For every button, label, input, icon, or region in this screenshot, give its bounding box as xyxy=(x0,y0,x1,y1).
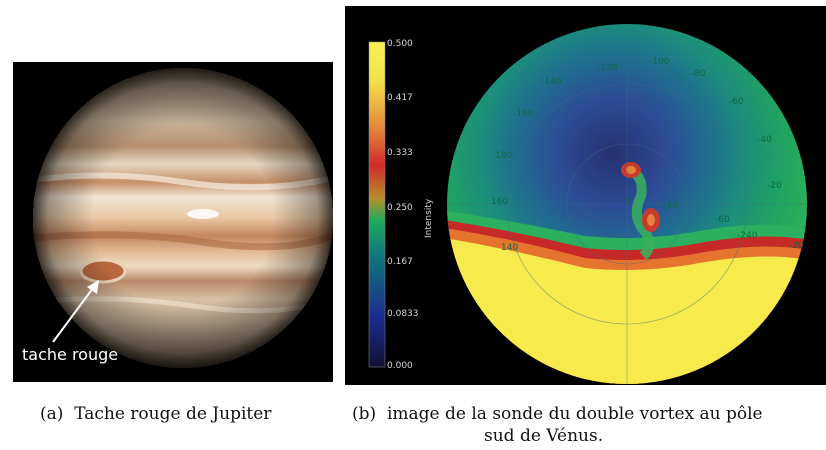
caption-a: (a) Tache rouge de Jupiter xyxy=(40,403,271,425)
arrow-line xyxy=(52,283,97,343)
angle-label: -120 xyxy=(597,63,618,73)
jupiter-image xyxy=(13,62,333,382)
angle-label: -140 xyxy=(541,77,562,87)
arrow-head xyxy=(87,280,99,294)
angle-label: -240 xyxy=(737,231,758,241)
colorbar xyxy=(368,41,386,368)
angle-label: 160 xyxy=(491,197,508,207)
cb-tick-2: 0.333 xyxy=(387,148,413,158)
angle-label: -0 xyxy=(621,197,630,207)
caption-b-line1: image de la sonde du double vortex au pô… xyxy=(386,404,763,424)
venus-image-panel: 0.500 0.417 0.333 0.250 0.167 0.0833 0.0… xyxy=(345,6,826,385)
angle-label: -60 xyxy=(729,97,744,107)
cb-tick-1: 0.417 xyxy=(387,93,413,103)
angle-label: -20 xyxy=(789,241,804,251)
angle-label: -30 xyxy=(663,201,678,211)
caption-a-tag: (a) xyxy=(40,404,64,424)
angle-label: -80 xyxy=(691,69,706,79)
caption-a-text: Tache rouge de Jupiter xyxy=(74,404,272,424)
venus-vortex-image: 0.500 0.417 0.333 0.250 0.167 0.0833 0.0… xyxy=(345,6,826,385)
angle-label: -60 xyxy=(715,215,730,225)
angle-label: 140 xyxy=(501,243,518,253)
cb-tick-5: 0.0833 xyxy=(387,309,419,319)
polar-disc xyxy=(447,24,807,384)
caption-b: (b) image de la sonde du double vortex a… xyxy=(352,403,826,447)
cb-tick-3: 0.250 xyxy=(387,203,413,213)
angle-label: -160 xyxy=(513,109,534,119)
angle-label: -40 xyxy=(757,135,772,145)
colorbar-title: Intensity xyxy=(424,198,434,238)
cb-tick-6: 0.000 xyxy=(387,361,413,371)
caption-b-tag: (b) xyxy=(352,404,377,424)
cb-tick-4: 0.167 xyxy=(387,257,413,267)
angle-label: -20 xyxy=(767,181,782,191)
angle-label: 180 xyxy=(495,151,512,161)
caption-b-line2: sud de Vénus. xyxy=(484,426,604,446)
red-spot-annotation: tache rouge xyxy=(22,345,119,364)
angle-label: -100 xyxy=(649,57,670,67)
cb-tick-0: 0.500 xyxy=(387,39,413,49)
jupiter-image-panel: tache rouge xyxy=(13,62,333,382)
